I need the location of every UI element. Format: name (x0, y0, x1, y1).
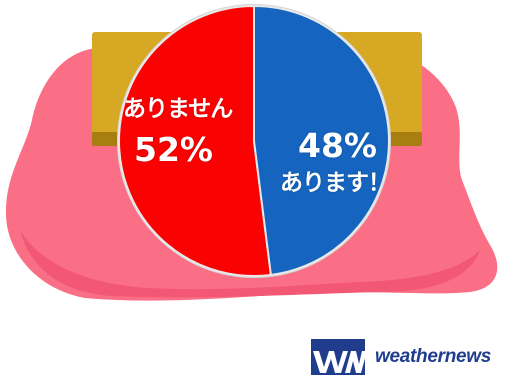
pie-slice-yes (253, 4, 390, 277)
slice-label-no: ありません (123, 96, 233, 122)
brand-name: weathernews (375, 346, 492, 367)
weathernews-logo-icon (311, 339, 367, 375)
pie-slice-no (118, 4, 273, 277)
weathernews-brand: weathernews (307, 337, 491, 377)
slice-label-yes: あります！ (280, 170, 391, 196)
pie-chart (117, 4, 391, 278)
slice-value-no: 52% (134, 130, 213, 169)
slice-value-yes: 48% (298, 126, 377, 165)
